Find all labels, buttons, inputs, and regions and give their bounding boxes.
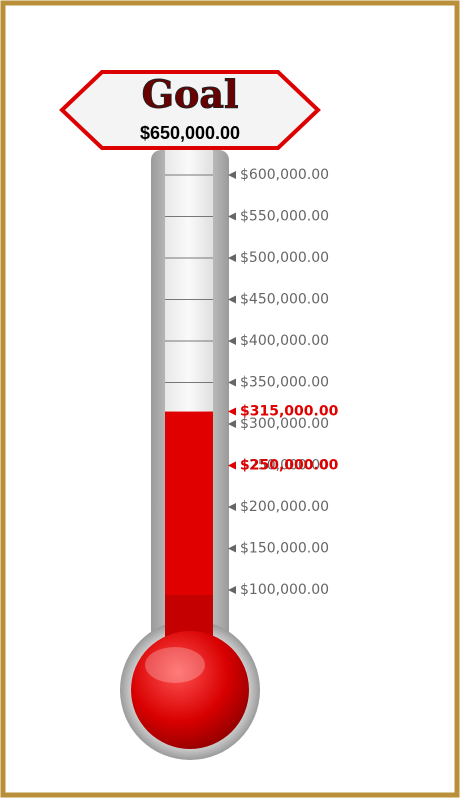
y-tick-label: $200,000.00 <box>240 499 329 515</box>
chart: $100,000.00 $150,000.00 $200,000.00 $250,00… <box>0 0 460 798</box>
y-tick-label: $400,000.00 <box>240 333 329 349</box>
goal-title: Goal <box>142 72 239 117</box>
marker-label: $250,000.00 <box>240 458 339 474</box>
y-tick-label: $500,000.00 <box>240 250 329 266</box>
y-tick-label: $450,000.00 <box>240 292 329 308</box>
y-tick-label: $600,000.00 <box>240 167 329 183</box>
y-tick-label: $350,000.00 <box>240 375 329 391</box>
bulb-shine <box>145 647 205 683</box>
y-tick-label: $550,000.00 <box>240 209 329 225</box>
goal-label: $650,000.00 <box>140 123 240 143</box>
y-tick-label: $150,000.00 <box>240 541 329 557</box>
value-label: $315,000.00 <box>240 404 339 420</box>
page: $100,000.00 $150,000.00 $200,000.00 $250,00… <box>0 0 460 798</box>
bulb <box>131 631 249 749</box>
y-tick-label: $100,000.00 <box>240 582 329 598</box>
